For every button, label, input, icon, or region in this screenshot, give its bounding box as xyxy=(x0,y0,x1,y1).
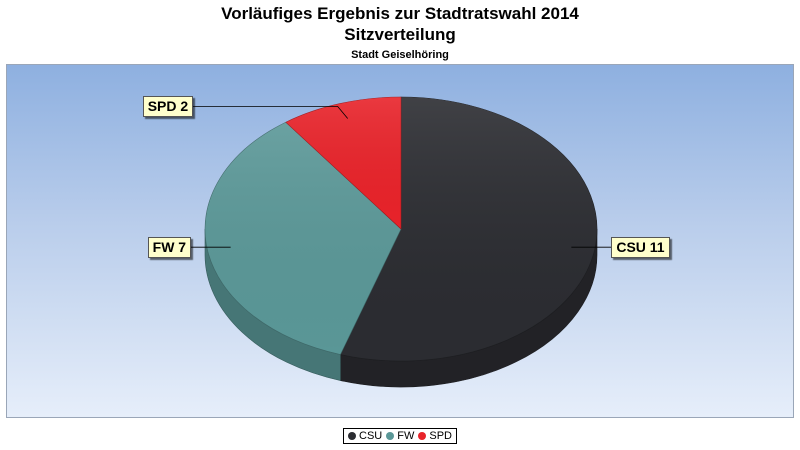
legend-label-csu: CSU xyxy=(359,430,383,442)
legend-item-csu[interactable]: CSU xyxy=(348,430,382,442)
chart-subsubtitle: Stadt Geiselhöring xyxy=(351,49,449,61)
data-label-csu: CSU 11 xyxy=(611,236,670,258)
legend-dot-csu xyxy=(348,432,357,440)
chart-subtitle: Sitzverteilung xyxy=(344,25,456,44)
chart-title: Vorläufiges Ergebnis zur Stadtratswahl 2… xyxy=(221,4,579,23)
legend-item-spd[interactable]: SPD xyxy=(418,430,452,442)
legend-dot-spd xyxy=(418,432,427,440)
pie-slice-highlight-fw xyxy=(205,122,401,355)
legend-dot-fw xyxy=(386,432,395,440)
legend: CSU FW SPD xyxy=(0,428,800,444)
legend-label-fw: FW xyxy=(397,430,415,442)
pie-slice-highlight-csu xyxy=(340,97,598,362)
data-label-spd: SPD 2 xyxy=(142,96,194,118)
plot-area: CSU 11 FW 7 SPD 2 xyxy=(6,64,794,418)
legend-box: CSU FW SPD xyxy=(343,428,457,444)
legend-item-fw[interactable]: FW xyxy=(386,430,414,442)
pie-chart xyxy=(190,96,612,388)
legend-label-spd: SPD xyxy=(429,430,452,442)
pie-slice-highlight-spd xyxy=(285,97,401,229)
leader-line-spd xyxy=(192,106,349,119)
data-label-fw: FW 7 xyxy=(147,236,192,258)
